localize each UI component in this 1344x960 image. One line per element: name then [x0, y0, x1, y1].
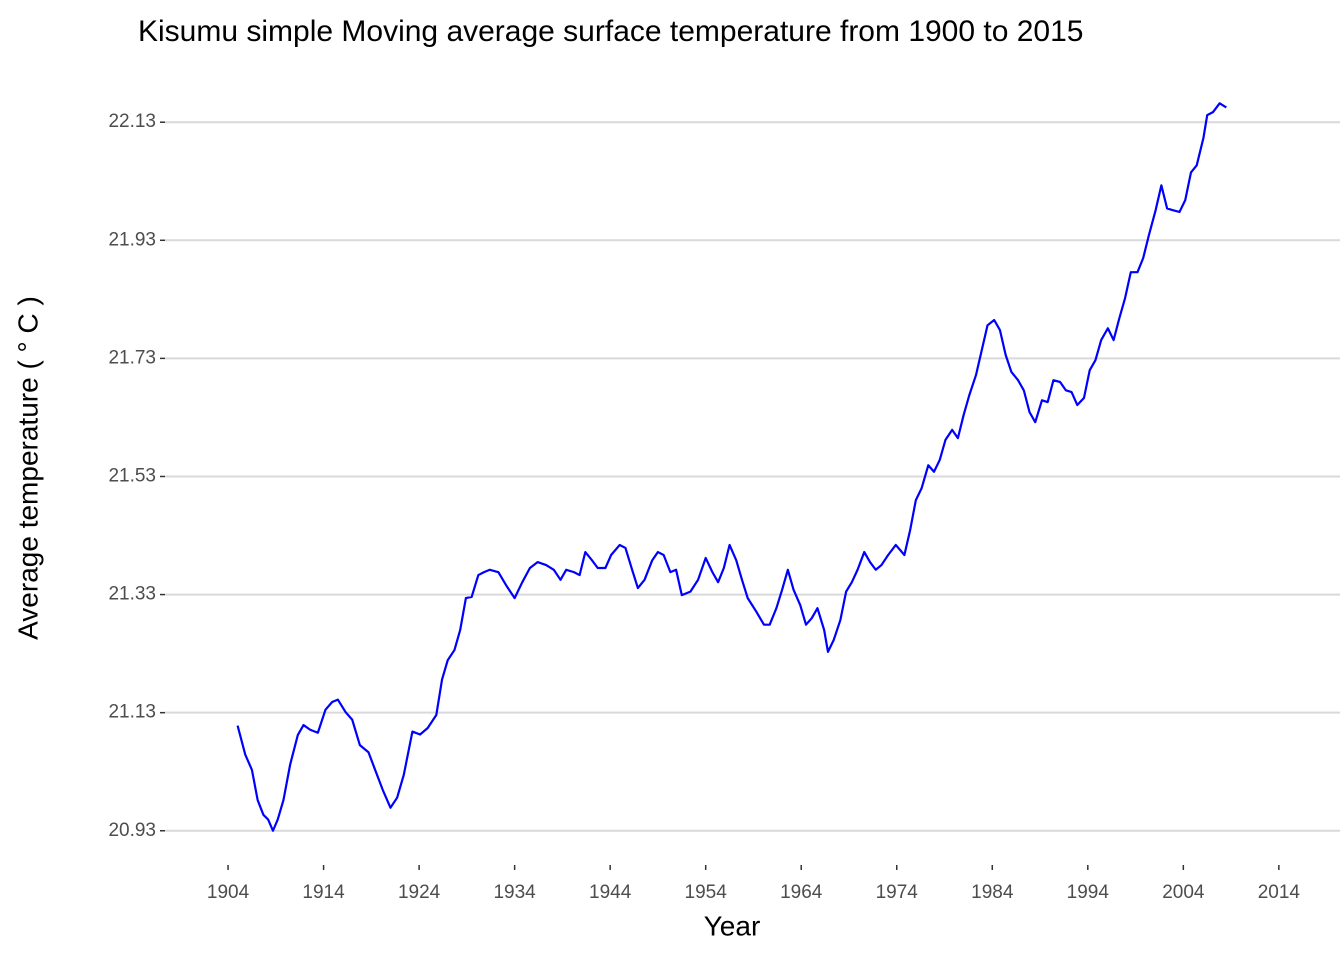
x-tick-label: 1934 [493, 882, 536, 903]
y-tick-label: 21.33 [108, 584, 156, 605]
x-tick-label: 1924 [398, 882, 441, 903]
data-line [236, 102, 1227, 832]
x-tick-label: 1944 [589, 882, 632, 903]
y-tick-label: 21.73 [108, 347, 156, 368]
x-tick-label: 2004 [1162, 882, 1205, 903]
x-tick-label: 1904 [207, 882, 250, 903]
x-tick-label: 1974 [876, 882, 919, 903]
chart-title: Kisumu simple Moving average surface tem… [138, 15, 1083, 48]
y-tick-label: 20.93 [108, 820, 156, 841]
y-tick-label: 21.53 [108, 465, 156, 486]
y-tick-label: 21.93 [108, 229, 156, 250]
x-tick-label: 1914 [302, 882, 345, 903]
x-axis-title: Year [704, 910, 761, 941]
x-tick-label: 1964 [780, 882, 823, 903]
x-tick-label: 1994 [1067, 882, 1110, 903]
y-tick-label: 22.13 [108, 111, 156, 132]
x-tick-label: 1984 [971, 882, 1014, 903]
x-tick-label: 2014 [1258, 882, 1301, 903]
y-tick-label: 21.13 [108, 702, 156, 723]
x-tick-label: 1954 [685, 882, 728, 903]
y-axis-title: Average temperature ( ° C ) [12, 296, 43, 640]
